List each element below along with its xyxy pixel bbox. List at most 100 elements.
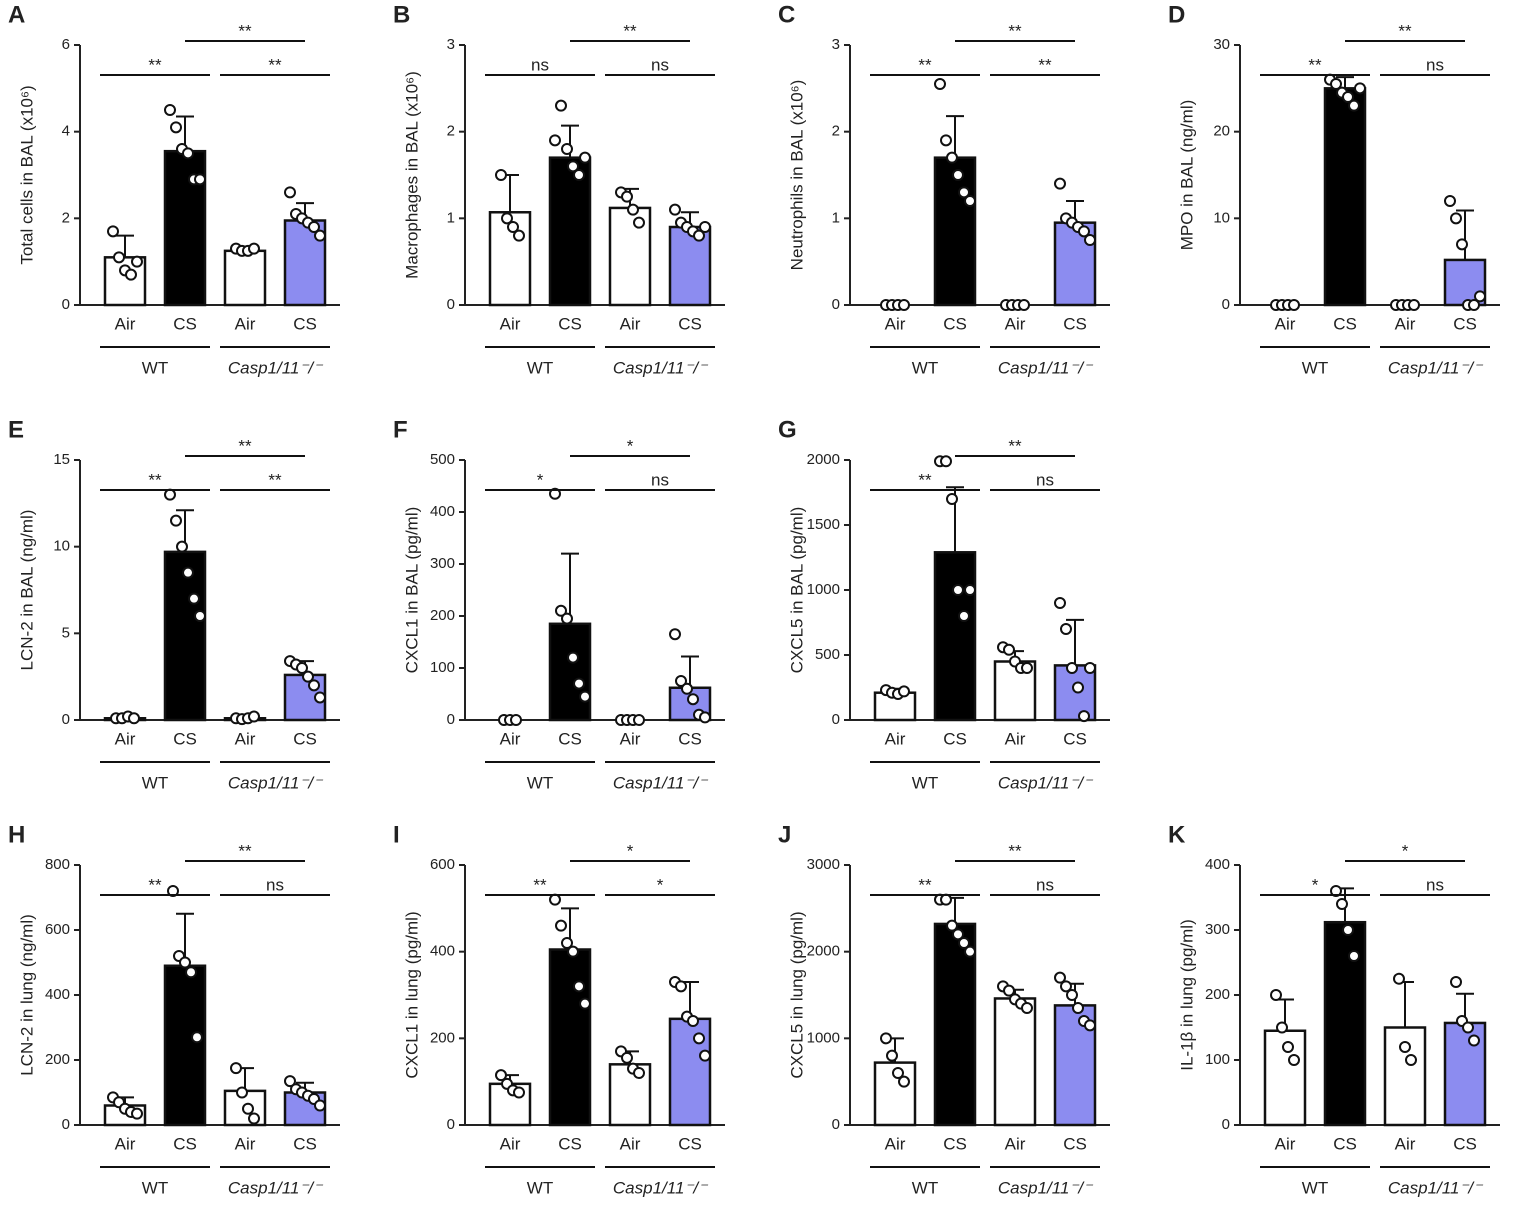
data-point xyxy=(693,229,705,242)
y-tick-label: 5 xyxy=(62,624,70,641)
x-tick-label: Air xyxy=(235,314,256,333)
data-point xyxy=(1354,82,1366,95)
y-tick-label: 3 xyxy=(832,36,840,53)
data-point xyxy=(699,221,711,233)
data-point xyxy=(125,268,137,281)
data-point xyxy=(131,255,143,268)
data-point xyxy=(1018,299,1030,311)
group-label: WT xyxy=(142,773,168,792)
data-point xyxy=(107,225,119,238)
y-tick-label: 300 xyxy=(1205,921,1230,938)
y-tick-label: 400 xyxy=(1205,856,1230,873)
group-label: Casp1/11⁻/⁻ xyxy=(998,358,1094,377)
data-point xyxy=(170,514,182,527)
significance-label: * xyxy=(627,841,634,860)
data-point xyxy=(131,1107,143,1120)
x-tick-label: Air xyxy=(620,729,641,748)
y-tick-label: 2 xyxy=(832,123,840,140)
data-point xyxy=(1288,299,1300,311)
group-label: WT xyxy=(1302,1178,1328,1197)
significance-label: ** xyxy=(1008,21,1022,40)
x-tick-label: Air xyxy=(1005,314,1026,333)
data-point xyxy=(549,487,561,500)
data-point xyxy=(284,186,296,199)
panel-letter: E xyxy=(8,416,24,443)
x-tick-label: Air xyxy=(115,314,136,333)
group-label: Casp1/11⁻/⁻ xyxy=(228,358,324,377)
y-tick-label: 200 xyxy=(430,1029,455,1046)
significance-label: * xyxy=(1402,841,1409,860)
x-tick-label: CS xyxy=(558,314,582,333)
x-tick-label: Air xyxy=(1005,1134,1026,1153)
error-bar xyxy=(561,552,579,624)
significance-label: * xyxy=(657,875,664,894)
data-point xyxy=(1405,1054,1417,1066)
data-point xyxy=(952,169,964,181)
y-axis-label: Neutrophils in BAL (x10⁶) xyxy=(787,80,806,271)
data-point xyxy=(1003,984,1015,997)
data-point xyxy=(1084,234,1096,246)
data-point xyxy=(573,677,585,690)
bar xyxy=(993,997,1037,1127)
y-tick-label: 500 xyxy=(815,646,840,663)
y-tick-label: 200 xyxy=(430,607,455,624)
x-tick-label: CS xyxy=(558,1134,582,1153)
y-tick-label: 600 xyxy=(430,856,455,873)
bar xyxy=(163,550,207,722)
y-tick-label: 2 xyxy=(62,209,70,226)
data-point xyxy=(1060,623,1072,635)
data-point xyxy=(164,104,176,116)
data-point xyxy=(113,251,125,264)
data-point xyxy=(182,147,194,160)
bar xyxy=(1053,221,1097,307)
error-bar xyxy=(116,234,134,258)
group-label: Casp1/11⁻/⁻ xyxy=(228,773,324,792)
data-point xyxy=(952,928,964,941)
data-point xyxy=(952,584,964,596)
x-tick-label: Air xyxy=(1395,314,1416,333)
panel-letter: A xyxy=(8,1,25,28)
significance-label: ** xyxy=(918,875,932,894)
panel-letter: B xyxy=(393,1,410,28)
data-point xyxy=(693,1032,705,1045)
data-point xyxy=(1336,898,1348,910)
data-point xyxy=(284,1075,296,1088)
group-label: Casp1/11⁻/⁻ xyxy=(1388,358,1484,377)
y-axis-label: LCN-2 in BAL (ng/ml) xyxy=(17,510,36,671)
data-point xyxy=(248,242,260,255)
data-point xyxy=(1348,99,1360,112)
data-point xyxy=(567,651,579,664)
y-tick-label: 0 xyxy=(447,296,455,313)
x-tick-label: Air xyxy=(500,314,521,333)
x-tick-label: Air xyxy=(885,314,906,333)
error-bar xyxy=(1396,981,1414,1028)
data-point xyxy=(549,134,561,147)
data-point xyxy=(513,229,525,242)
data-point xyxy=(1066,989,1078,1001)
data-point xyxy=(579,151,591,164)
error-bar xyxy=(1336,76,1354,89)
x-tick-label: CS xyxy=(1333,314,1357,333)
data-point xyxy=(681,682,693,695)
significance-label: ** xyxy=(238,436,252,455)
group-label: Casp1/11⁻/⁻ xyxy=(613,773,709,792)
panel-letter: F xyxy=(393,416,408,443)
data-point xyxy=(308,221,320,233)
significance-label: ns xyxy=(651,55,669,74)
y-tick-label: 1 xyxy=(447,209,455,226)
data-point xyxy=(1084,1019,1096,1032)
y-tick-label: 4 xyxy=(62,123,70,140)
data-point xyxy=(958,937,970,949)
data-point xyxy=(946,493,958,505)
significance-label: ** xyxy=(148,55,162,74)
y-tick-label: 400 xyxy=(430,503,455,520)
bar xyxy=(548,622,592,722)
data-point xyxy=(236,1086,248,1099)
panel-letter: J xyxy=(778,821,791,848)
significance-label: ** xyxy=(1308,55,1322,74)
y-axis-label: Macrophages in BAL (x10⁶) xyxy=(402,71,421,279)
data-point xyxy=(1282,1041,1294,1053)
y-tick-label: 1000 xyxy=(807,581,840,598)
data-point xyxy=(1084,662,1096,674)
